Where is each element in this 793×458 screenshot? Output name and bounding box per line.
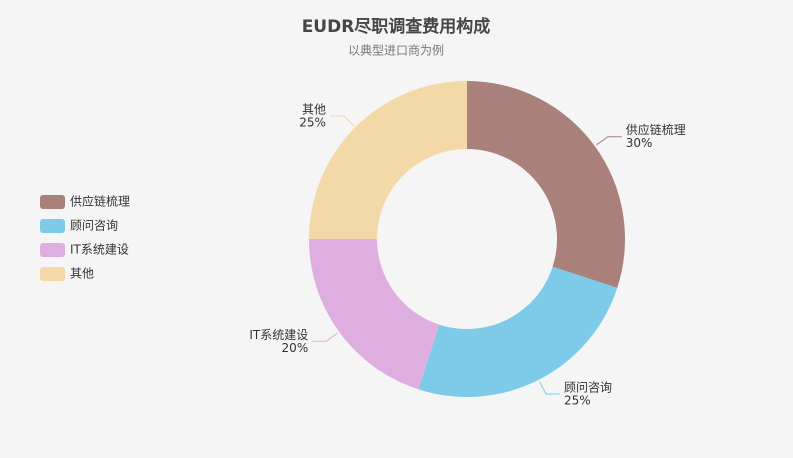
donut-slice: [309, 81, 467, 239]
donut-slice: [418, 266, 618, 398]
legend-label: 顾问咨询: [70, 218, 118, 233]
chart-subtitle: 以典型进口商为例: [348, 43, 444, 58]
legend-swatch: [40, 243, 65, 257]
leader-line: [539, 381, 560, 395]
slice-label: 供应链梳理: [626, 122, 686, 137]
slice-value-label: 25%: [564, 394, 591, 408]
legend-swatch: [40, 219, 65, 233]
legend-label: 供应链梳理: [70, 194, 130, 209]
legend-label: 其他: [70, 267, 94, 281]
slice-value-label: 25%: [299, 115, 326, 129]
leader-line: [312, 332, 338, 342]
slice-label: 其他: [302, 102, 326, 116]
legend-swatch: [40, 195, 65, 209]
donut-slice: [309, 239, 440, 390]
leader-line: [329, 115, 355, 127]
leader-line: [596, 136, 622, 146]
slice-label: IT系统建设: [249, 328, 308, 342]
chart-title: EUDR尽职调查费用构成: [302, 16, 491, 37]
slice-value-label: 30%: [626, 136, 653, 150]
legend-label: IT系统建设: [70, 243, 129, 257]
slice-value-label: 20%: [282, 341, 309, 355]
donut-slice: [467, 81, 625, 288]
legend-swatch: [40, 267, 65, 281]
slice-label: 顾问咨询: [564, 380, 612, 395]
